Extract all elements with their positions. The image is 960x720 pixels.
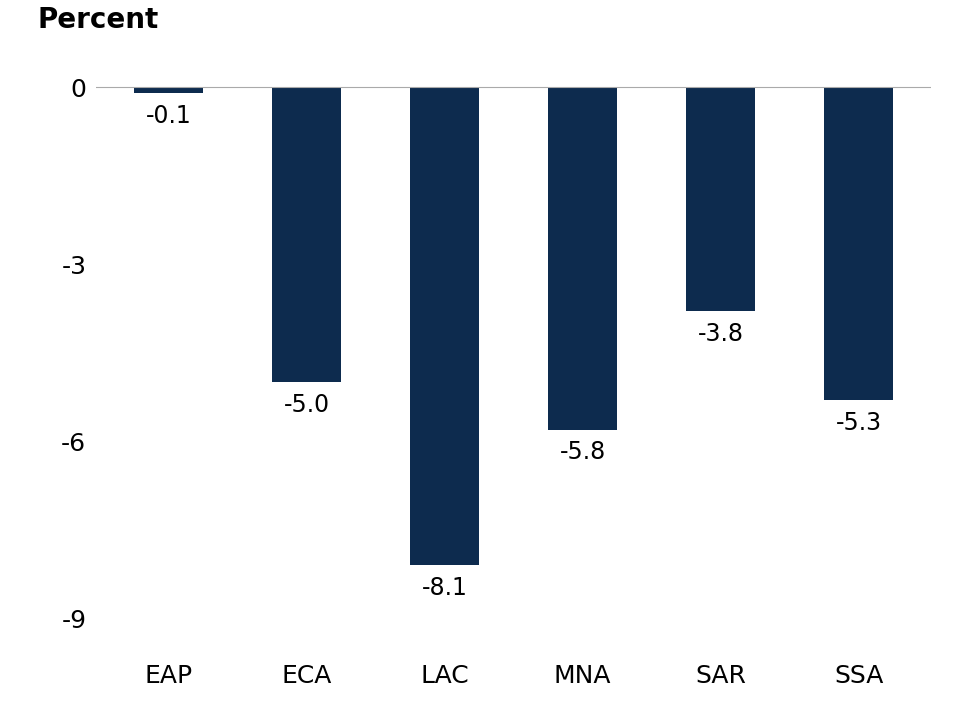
Bar [548,87,617,430]
Text: -5.3: -5.3 [835,410,882,435]
Text: -5.8: -5.8 [560,440,606,464]
Text: -3.8: -3.8 [698,322,744,346]
Text: -0.1: -0.1 [146,104,191,127]
Text: -8.1: -8.1 [421,576,468,600]
Bar [825,87,893,400]
Bar [686,87,756,312]
Bar [272,87,341,382]
Text: Percent: Percent [37,6,158,34]
Text: -5.0: -5.0 [283,393,329,417]
Bar [410,87,479,565]
Bar [134,87,203,93]
